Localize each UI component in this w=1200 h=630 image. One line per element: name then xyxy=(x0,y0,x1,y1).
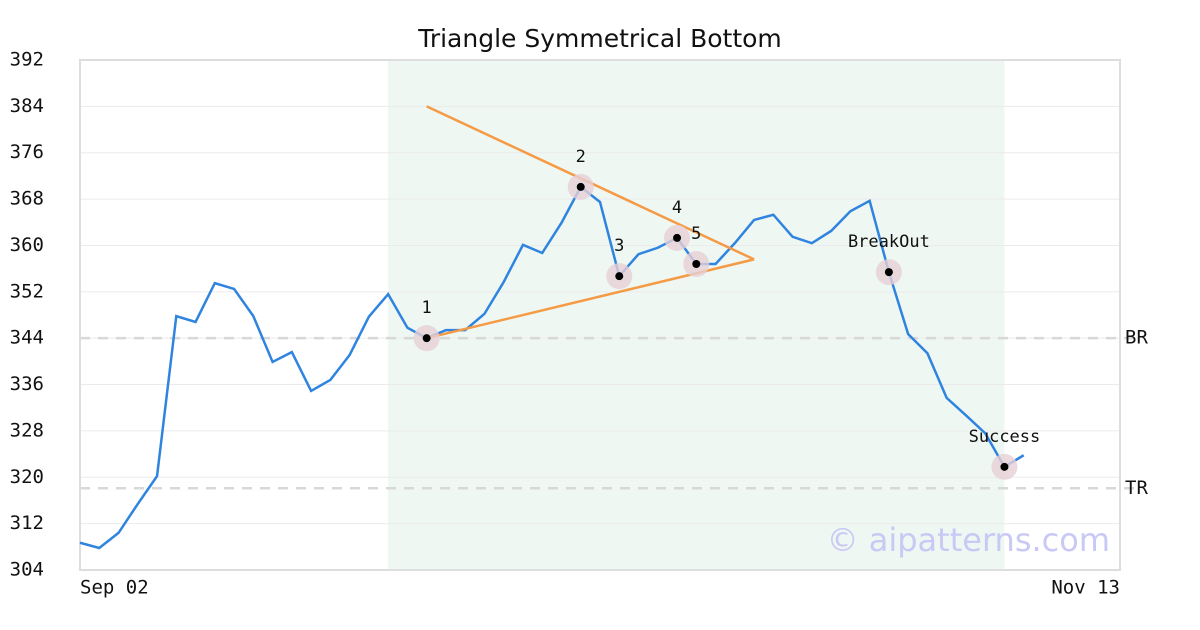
point-label: 2 xyxy=(576,147,586,167)
reference-label: BR xyxy=(1125,327,1148,349)
point-dot xyxy=(422,334,431,343)
point-label: Success xyxy=(969,427,1041,447)
point-dot xyxy=(884,268,893,277)
point-label: 5 xyxy=(691,224,701,244)
point-dot xyxy=(673,233,682,242)
chart-title: Triangle Symmetrical Bottom xyxy=(417,24,782,53)
y-tick-label: 304 xyxy=(10,559,44,581)
point-label: 4 xyxy=(672,198,682,218)
y-tick-label: 392 xyxy=(10,49,44,71)
y-tick-label: 336 xyxy=(10,373,44,395)
x-tick-label: Sep 02 xyxy=(80,577,149,599)
y-tick-label: 320 xyxy=(10,466,44,488)
point-label: 3 xyxy=(614,236,624,256)
point-label: 1 xyxy=(422,298,432,318)
y-tick-label: 384 xyxy=(10,95,44,117)
y-tick-label: 344 xyxy=(10,327,44,349)
point-label: BreakOut xyxy=(848,232,930,252)
x-tick-label: Nov 13 xyxy=(1051,577,1120,599)
y-tick-label: 352 xyxy=(10,280,44,302)
y-tick-label: 360 xyxy=(10,234,44,256)
pattern-region xyxy=(388,60,1005,570)
point-dot xyxy=(692,260,701,268)
point-dot xyxy=(1000,462,1009,471)
y-tick-label: 328 xyxy=(10,419,44,441)
reference-label: TR xyxy=(1125,477,1148,499)
y-tick-label: 368 xyxy=(10,188,44,210)
y-tick-label: 312 xyxy=(10,512,44,534)
price-line xyxy=(79,185,1025,550)
plot-frame xyxy=(79,59,1121,571)
watermark: © aipatterns.com xyxy=(827,521,1110,559)
point-dot xyxy=(576,182,585,191)
point-dot xyxy=(615,272,624,281)
y-tick-label: 376 xyxy=(10,141,44,163)
